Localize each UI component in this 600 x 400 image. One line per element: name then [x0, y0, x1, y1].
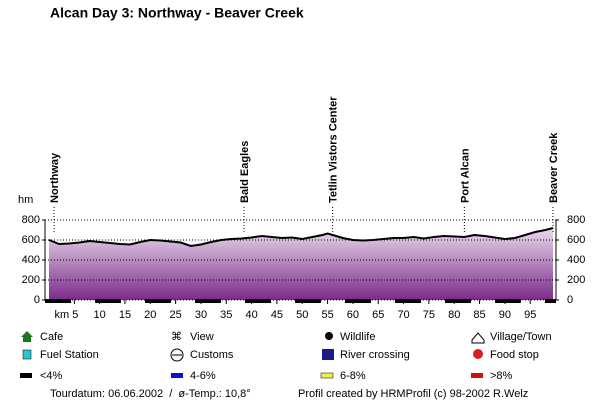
- grade-strip: [195, 299, 221, 303]
- icon-food: [473, 349, 483, 359]
- place-label: Beaver Creek: [548, 132, 560, 203]
- place-label: Northway: [49, 152, 61, 203]
- x-tick-label: 40: [245, 309, 257, 321]
- y2-tick-label: 200: [567, 274, 585, 286]
- y-tick-label: 0: [34, 294, 40, 306]
- y-tick-label: 600: [22, 234, 40, 246]
- x-tick-label: 20: [144, 309, 156, 321]
- x-tick-label: 75: [423, 309, 435, 321]
- y-tick-label: 400: [22, 254, 40, 266]
- legend-label: Food stop: [490, 349, 539, 361]
- grade-strip: [145, 299, 171, 303]
- legend-label: <4%: [40, 370, 63, 382]
- x-tick-label: 10: [94, 309, 106, 321]
- x-tick-label: 85: [473, 309, 485, 321]
- grade-strip: [345, 299, 371, 303]
- x-tick-label: 80: [448, 309, 460, 321]
- place-label: Bald Eagles: [239, 141, 251, 203]
- place-label: Port Alcan: [459, 148, 471, 203]
- icon-village: [471, 332, 485, 344]
- grade-strip: [395, 299, 421, 303]
- elevation-area: [49, 228, 553, 300]
- elevation-line: [48, 227, 554, 248]
- place-label: Tetlin Vistors Center: [328, 96, 340, 203]
- x-tick-label: 45: [271, 309, 283, 321]
- legend-label: View: [190, 331, 214, 343]
- x-tick-label: 15: [119, 309, 131, 321]
- swatch-grade: [20, 373, 32, 378]
- icon-river: [322, 349, 334, 360]
- swatch-grade: [171, 373, 183, 378]
- x-tick-label: 90: [499, 309, 511, 321]
- y-tick-label: 800: [22, 214, 40, 226]
- legend-label: 4-6%: [190, 370, 216, 382]
- y2-tick-label: 400: [567, 254, 585, 266]
- y2-tick-label: 800: [567, 214, 585, 226]
- swatch-grade: [471, 373, 483, 378]
- grade-strip: [545, 299, 556, 303]
- x-tick-label: 65: [372, 309, 384, 321]
- legend-label: Wildlife: [340, 331, 375, 343]
- icon-cafe: [21, 331, 33, 342]
- y-tick-label: 200: [22, 274, 40, 286]
- footer: Tourdatum: 06.06.2002 / ø-Temp.: 10,8°: [50, 388, 251, 400]
- x-tick-label: km 5: [54, 309, 78, 321]
- x-tick-label: 50: [296, 309, 308, 321]
- icon-wildlife: [325, 332, 333, 340]
- x-tick-label: 55: [321, 309, 333, 321]
- legend-label: Fuel Station: [40, 349, 99, 361]
- legend-label: >8%: [490, 370, 513, 382]
- y2-tick-label: 0: [567, 294, 573, 306]
- icon-view: ⌘: [171, 331, 182, 343]
- icon-fuel: [22, 349, 32, 360]
- legend-label: Cafe: [40, 331, 63, 343]
- y-axis-label: hm: [18, 194, 33, 206]
- footer: Profil created by HRMProfil (c) 98-2002 …: [298, 388, 528, 400]
- legend-label: River crossing: [340, 349, 410, 361]
- legend-label: Customs: [190, 349, 234, 361]
- grade-strip: [295, 299, 321, 303]
- legend-label: Village/Town: [490, 331, 552, 343]
- chart-title: Alcan Day 3: Northway - Beaver Creek: [50, 5, 304, 21]
- x-tick-label: 95: [524, 309, 536, 321]
- legend-label: 6-8%: [340, 370, 366, 382]
- x-tick-label: 25: [170, 309, 182, 321]
- grade-strip: [95, 299, 121, 303]
- legend: Cafe ⌘ View Wildlife Village/Town Fuel S…: [20, 331, 552, 382]
- x-tick-label: 70: [397, 309, 409, 321]
- x-tick-label: 60: [347, 309, 359, 321]
- grade-strip: [495, 299, 521, 303]
- grade-strip: [45, 299, 71, 303]
- x-tick-label: 30: [195, 309, 207, 321]
- grade-strip: [245, 299, 271, 303]
- x-tick-label: 35: [220, 309, 232, 321]
- y2-tick-label: 600: [567, 234, 585, 246]
- swatch-grade: [320, 372, 334, 379]
- grade-strip: [445, 299, 471, 303]
